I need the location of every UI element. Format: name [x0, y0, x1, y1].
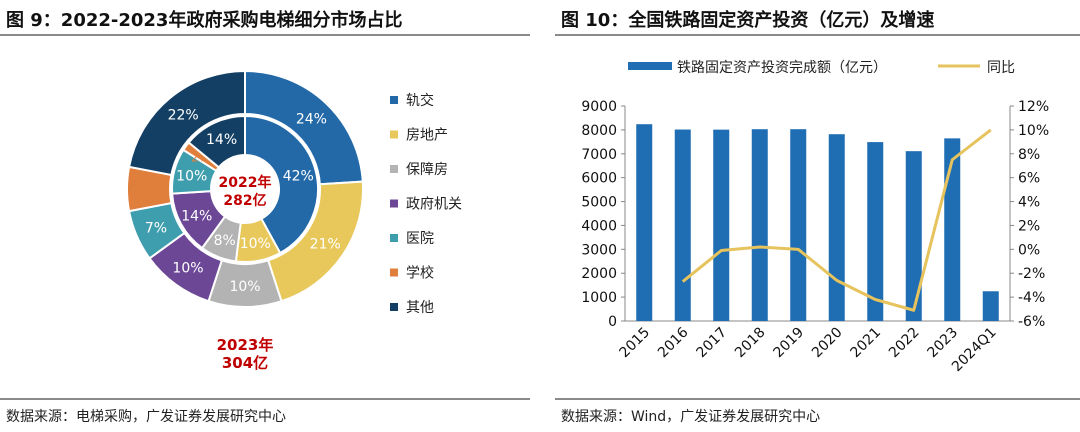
right-tick-label-2: -2% — [1018, 266, 1045, 282]
legend-line-label: 同比 — [987, 60, 1015, 76]
legend-label-6: 其他 — [406, 300, 434, 316]
bar-7 — [905, 151, 922, 321]
outer-slice-label-5: 6% — [138, 183, 157, 197]
left-tick-label-3: 3000 — [581, 242, 617, 258]
x-tick-label-6: 2021 — [848, 325, 885, 362]
right-source-rule — [555, 398, 1080, 400]
bar-1 — [674, 129, 691, 321]
left-tick-label-8: 8000 — [581, 123, 617, 139]
legend-bar-label: 铁路固定资产投资完成额（亿元） — [677, 60, 887, 76]
inner-slice-label-0: 42% — [283, 168, 314, 184]
x-tick-label-7: 2022 — [886, 325, 923, 362]
bar-8 — [944, 138, 961, 321]
x-tick-label-2: 2017 — [694, 325, 731, 362]
right-title-rule — [555, 34, 1080, 36]
x-tick-label-0: 2015 — [617, 325, 654, 362]
center-value-label: 282亿 — [223, 192, 266, 209]
outer-value-label: 304亿 — [222, 354, 268, 372]
outer-slice-6 — [127, 69, 246, 177]
legend-swatch-0 — [390, 96, 398, 104]
legend-swatch-1 — [390, 130, 398, 139]
inner-slice-label-2: 8% — [214, 233, 236, 249]
bar-3 — [751, 129, 768, 321]
right-tick-label-5: 4% — [1018, 195, 1040, 211]
left-source-rule — [0, 398, 530, 400]
outer-slice-label-1: 21% — [310, 237, 341, 253]
right-tick-label-3: 0% — [1018, 242, 1040, 258]
left-source-note: 数据来源：电梯采购，广发证券发展研究中心 — [6, 409, 286, 425]
left-figure-panel: 图 9：2022-2023年政府采购电梯细分市场占比 24% 21% 10% 10% 7… — [0, 0, 530, 432]
legend-swatch-3 — [390, 199, 398, 208]
legend-label-4: 医院 — [406, 231, 434, 247]
x-tick-label-4: 2019 — [771, 325, 808, 362]
right-tick-label-4: 2% — [1018, 218, 1040, 234]
inner-slice-label-6: 14% — [206, 132, 237, 148]
x-tick-label-8: 2023 — [925, 325, 962, 362]
bar-4 — [790, 129, 807, 321]
outer-slice-label-6: 22% — [168, 107, 199, 123]
right-source-note: 数据来源：Wind，广发证券发展研究中心 — [561, 409, 821, 425]
bar-2 — [713, 129, 730, 321]
x-tick-label-5: 2020 — [809, 325, 846, 362]
right-tick-label-8: 10% — [1018, 123, 1049, 139]
right-figure-panel: 图 10：全国铁路固定资产投资（亿元）及增速 0 1000 2000 3000 4000… — [555, 0, 1080, 432]
center-year-label: 2022年 — [219, 174, 272, 191]
bar-line-chart: 0 1000 2000 3000 4000 5000 6000 7000 8000 9000 -6%… — [581, 60, 1049, 375]
donut-chart: 24%21%10%10%7%6%22%42%10%8%14%10%2%14%20… — [126, 69, 462, 372]
outer-slice-label-4: 7% — [145, 221, 167, 237]
legend-label-0: 轨交 — [406, 92, 434, 109]
x-tick-label-3: 2018 — [732, 325, 769, 362]
bar-5 — [828, 134, 845, 321]
legend-swatch-5 — [390, 268, 398, 277]
legend-label-3: 政府机关 — [406, 197, 462, 213]
inner-slice-6 — [187, 114, 246, 169]
left-tick-label-1: 1000 — [581, 290, 617, 306]
line-series-yoy — [681, 128, 992, 312]
x-tick-label-1: 2016 — [655, 324, 692, 361]
right-tick-label-7: 8% — [1018, 147, 1040, 163]
left-tick-label-4: 4000 — [581, 218, 617, 234]
legend-label-1: 房地产 — [406, 128, 448, 144]
right-tick-label-9: 12% — [1018, 99, 1049, 115]
right-tick-label-0: -6% — [1018, 314, 1045, 330]
right-figure-title: 图 10：全国铁路固定资产投资（亿元）及增速 — [561, 10, 935, 31]
outer-slice-label-2: 10% — [229, 279, 260, 295]
left-tick-label-2: 2000 — [581, 266, 617, 282]
legend-label-2: 保障房 — [406, 162, 448, 178]
bar-9 — [982, 291, 999, 321]
inner-slice-label-3: 14% — [181, 208, 212, 224]
outer-slice-label-3: 10% — [172, 260, 203, 276]
right-tick-label-1: -4% — [1018, 290, 1045, 306]
legend-swatch-4 — [390, 234, 398, 242]
legend-bar-swatch — [628, 62, 672, 70]
right-tick-label-6: 6% — [1018, 171, 1040, 187]
legend-label-5: 学校 — [406, 265, 434, 282]
inner-slice-label-4: 10% — [176, 168, 207, 184]
inner-slice-label-1: 10% — [240, 236, 271, 252]
left-tick-label-9: 9000 — [581, 99, 617, 115]
bar-0 — [636, 124, 653, 321]
left-title-rule — [0, 34, 530, 36]
bar-6 — [867, 142, 884, 321]
legend-swatch-2 — [390, 165, 398, 173]
left-tick-label-7: 7000 — [581, 147, 617, 163]
left-tick-label-0: 0 — [608, 314, 617, 330]
left-figure-title: 图 9：2022-2023年政府采购电梯细分市场占比 — [6, 10, 403, 31]
outer-year-label: 2023年 — [217, 336, 274, 354]
left-tick-label-6: 6000 — [581, 171, 617, 187]
outer-slice-label-0: 24% — [296, 111, 327, 127]
left-tick-label-5: 5000 — [581, 195, 617, 211]
inner-slice-0 — [244, 114, 319, 255]
legend-swatch-6 — [390, 303, 398, 311]
